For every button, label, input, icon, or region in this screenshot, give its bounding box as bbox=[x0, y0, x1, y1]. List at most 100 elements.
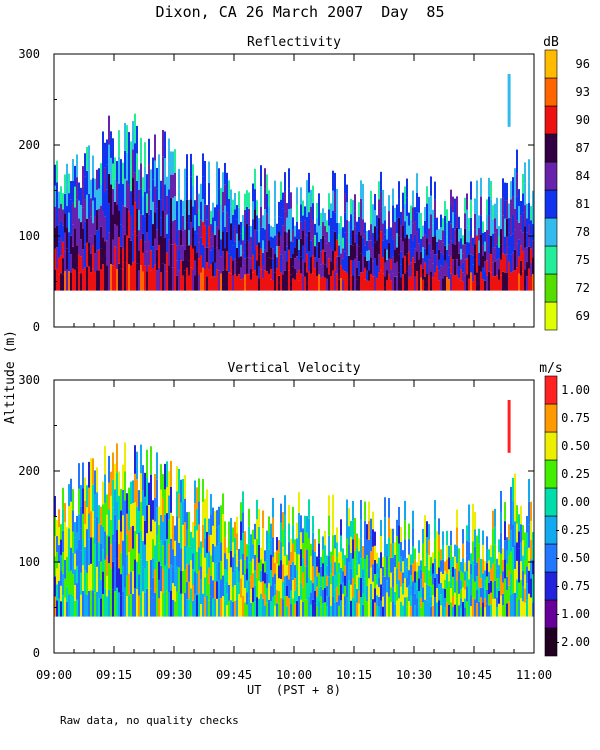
heatmap-cell bbox=[474, 259, 476, 276]
heatmap-cell bbox=[244, 531, 246, 546]
heatmap-cell bbox=[368, 240, 370, 251]
heatmap-cell bbox=[516, 598, 518, 617]
heatmap-cell bbox=[72, 180, 74, 203]
heatmap-cell bbox=[88, 145, 90, 170]
heatmap-cell bbox=[306, 272, 308, 291]
heatmap-cell bbox=[154, 592, 156, 617]
heatmap-cell bbox=[266, 545, 268, 560]
heatmap-cell bbox=[404, 539, 406, 559]
heatmap-cell bbox=[88, 242, 90, 267]
heatmap-cell bbox=[388, 498, 390, 518]
heatmap-cell bbox=[166, 252, 168, 272]
heatmap-cell bbox=[72, 159, 74, 181]
heatmap-cell bbox=[172, 267, 174, 291]
heatmap-cell bbox=[350, 584, 352, 601]
heatmap-cell bbox=[518, 256, 520, 274]
heatmap-cell bbox=[118, 237, 120, 264]
heatmap-cell bbox=[384, 234, 386, 249]
heatmap-cell bbox=[122, 205, 124, 227]
heatmap-cell bbox=[484, 607, 486, 617]
heatmap-cell bbox=[212, 525, 214, 544]
heatmap-cell bbox=[372, 233, 374, 248]
heatmap-cell bbox=[358, 231, 360, 247]
heatmap-cell bbox=[202, 199, 204, 223]
heatmap-cell bbox=[170, 221, 172, 245]
heatmap-cell bbox=[504, 559, 506, 579]
heatmap-cell bbox=[352, 230, 354, 246]
heatmap-cell bbox=[86, 572, 88, 595]
heatmap-cell bbox=[396, 584, 398, 601]
heatmap-cell bbox=[192, 553, 194, 570]
heatmap-cell bbox=[148, 138, 150, 165]
heatmap-cell bbox=[248, 225, 250, 242]
heatmap-cell bbox=[116, 587, 118, 617]
heatmap-cell bbox=[102, 526, 104, 550]
heatmap-cell bbox=[202, 570, 204, 594]
heatmap-cell bbox=[110, 237, 112, 265]
heatmap-cell bbox=[174, 540, 176, 556]
heatmap-cell bbox=[82, 565, 84, 591]
heatmap-cell bbox=[74, 537, 76, 554]
heatmap-cell bbox=[290, 564, 292, 578]
heatmap-cell bbox=[492, 262, 494, 277]
heatmap-cell bbox=[196, 233, 198, 253]
heatmap-cell bbox=[298, 533, 300, 555]
heatmap-cell bbox=[330, 605, 332, 617]
heatmap-cell bbox=[96, 250, 98, 271]
heatmap-cell bbox=[506, 603, 508, 617]
heatmap-cell bbox=[130, 481, 132, 505]
heatmap-cell bbox=[456, 545, 458, 564]
heatmap-cell bbox=[400, 251, 402, 265]
heatmap-cell bbox=[124, 178, 126, 207]
heatmap-cell bbox=[492, 276, 494, 291]
heatmap-cell bbox=[200, 566, 202, 579]
heatmap-cell bbox=[466, 586, 468, 602]
heatmap-cell bbox=[358, 202, 360, 217]
heatmap-cell bbox=[128, 530, 130, 553]
heatmap-cell bbox=[476, 217, 478, 236]
heatmap-cell bbox=[114, 514, 116, 541]
heatmap-cell bbox=[426, 537, 428, 554]
heatmap-cell bbox=[284, 231, 286, 252]
heatmap-cell bbox=[374, 574, 376, 589]
heatmap-cell bbox=[230, 517, 232, 535]
heatmap-cell bbox=[350, 536, 352, 553]
heatmap-cell bbox=[524, 226, 526, 248]
heatmap-cell bbox=[478, 528, 480, 544]
heatmap-cell bbox=[408, 554, 410, 571]
heatmap-cell bbox=[214, 235, 216, 249]
heatmap-cell bbox=[380, 211, 382, 232]
heatmap-cell bbox=[94, 178, 96, 198]
heatmap-cell bbox=[184, 270, 186, 291]
heatmap-cell bbox=[92, 458, 94, 485]
heatmap-cell bbox=[398, 580, 400, 599]
heatmap-cell bbox=[122, 269, 124, 291]
heatmap-cell bbox=[104, 216, 106, 242]
heatmap-cell bbox=[454, 544, 456, 557]
heatmap-cell bbox=[310, 604, 312, 617]
heatmap-cell bbox=[490, 254, 492, 273]
heatmap-cell bbox=[508, 218, 510, 233]
heatmap-cell bbox=[250, 575, 252, 590]
heatmap-cell bbox=[352, 275, 354, 291]
heatmap-cell bbox=[422, 528, 424, 544]
heatmap-cell bbox=[144, 568, 146, 593]
velocity-colorbar-unit: m/s bbox=[539, 361, 562, 376]
heatmap-cell bbox=[152, 558, 154, 578]
heatmap-cell bbox=[446, 573, 448, 589]
heatmap-cell bbox=[532, 273, 534, 291]
heatmap-cell bbox=[312, 273, 314, 291]
heatmap-cell bbox=[168, 568, 170, 593]
heatmap-cell bbox=[518, 565, 520, 583]
heatmap-cell bbox=[178, 591, 180, 617]
heatmap-cell bbox=[458, 216, 460, 230]
heatmap-cell bbox=[528, 478, 530, 502]
heatmap-cell bbox=[66, 601, 68, 617]
heatmap-cell bbox=[264, 572, 266, 584]
heatmap-cell bbox=[210, 263, 212, 278]
heatmap-cell bbox=[92, 268, 94, 291]
heatmap-cell bbox=[334, 270, 336, 291]
heatmap-cell bbox=[356, 267, 358, 280]
heatmap-cell bbox=[366, 554, 368, 571]
heatmap-cell bbox=[288, 188, 290, 210]
